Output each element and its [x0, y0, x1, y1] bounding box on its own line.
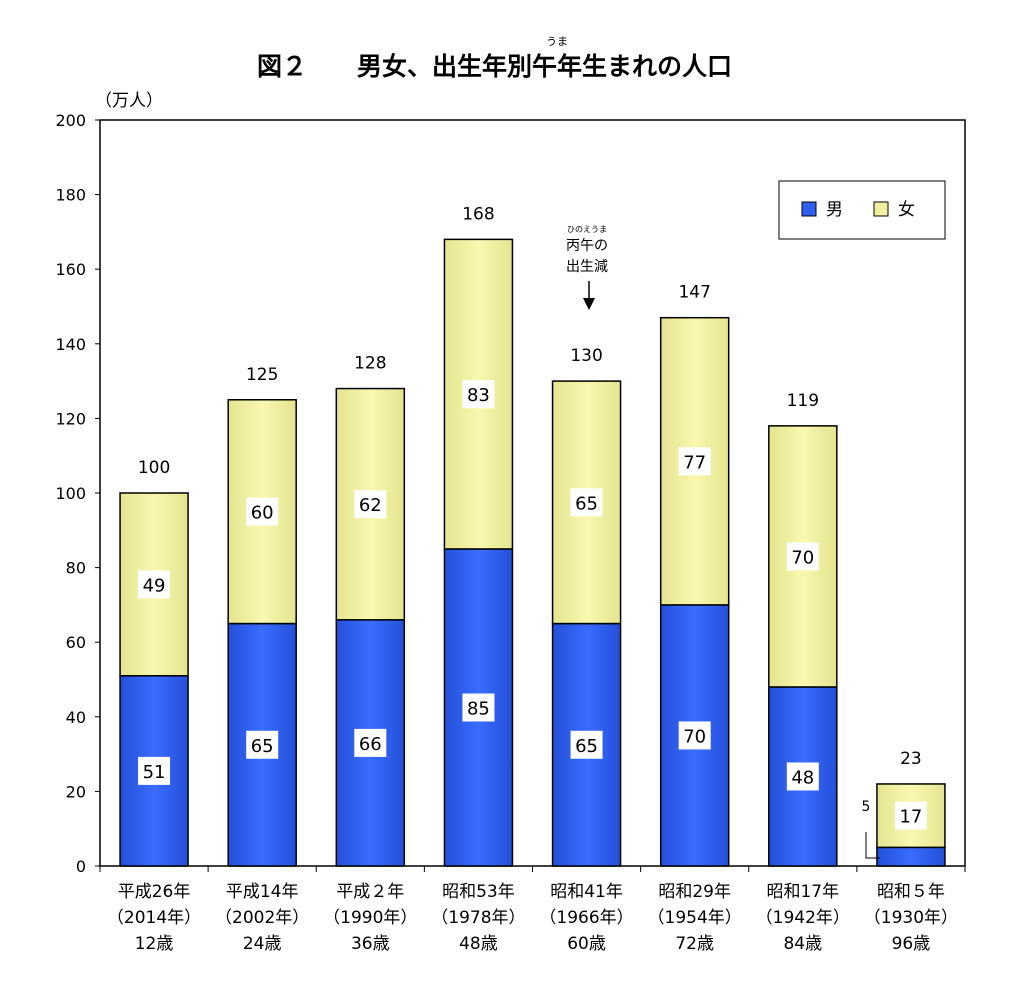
total-label: 168 [462, 204, 494, 224]
data-label-female: 62 [359, 495, 382, 516]
y-tick-label: 140 [55, 335, 86, 354]
x-tick-label: （1990年） [323, 908, 417, 928]
y-tick-label: 60 [66, 633, 86, 652]
annotation-hinoeuma: ひのえうま 丙午の 出生減 [566, 225, 608, 310]
legend-swatch-female [873, 201, 889, 217]
data-label-male: 65 [575, 736, 598, 757]
data-label-bg [570, 488, 603, 517]
data-label-bg [246, 497, 279, 526]
annotation-arrow-head [583, 298, 595, 310]
x-tick-label: 昭和53年 [442, 882, 515, 902]
x-tick-label: 昭和５年 [877, 882, 945, 902]
data-label-female: 60 [251, 503, 274, 524]
x-tick-label: （1966年） [539, 908, 633, 928]
data-label-bg [786, 762, 819, 791]
data-label-bg [462, 380, 495, 409]
annotation-ruby: ひのえうま [567, 225, 607, 234]
x-tick-label: 昭和41年 [550, 882, 623, 902]
legend-label-female: 女 [898, 200, 915, 220]
data-label-male: 48 [791, 767, 814, 788]
y-tick-label: 40 [66, 708, 86, 727]
bar-female [443, 238, 514, 550]
data-label-male: 65 [251, 736, 274, 757]
y-tick-label: 100 [55, 484, 86, 503]
data-label-male: 85 [467, 698, 490, 719]
x-tick-label: 60歳 [567, 934, 606, 954]
data-label-female: 49 [143, 575, 166, 596]
x-tick-label: （1930年） [864, 908, 958, 928]
x-tick-label: （1954年） [648, 908, 742, 928]
x-tick-label: （1942年） [756, 908, 850, 928]
y-tick-label: 20 [66, 782, 86, 801]
data-label-male: 70 [683, 726, 706, 747]
total-label: 130 [570, 346, 602, 366]
y-tick-label: 180 [55, 186, 86, 205]
x-tick-label: （2002年） [215, 908, 309, 928]
x-tick-label: 36歳 [351, 934, 390, 954]
total-label: 100 [138, 458, 170, 478]
x-tick-label: 昭和29年 [658, 882, 731, 902]
data-label-male: 51 [143, 762, 166, 783]
y-axis-label: （万人） [95, 91, 163, 111]
x-tick-label: 24歳 [243, 934, 282, 954]
x-tick-label: 昭和17年 [766, 882, 839, 902]
y-tick-label: 80 [66, 559, 86, 578]
legend-label-male: 男 [826, 200, 843, 220]
total-label: 23 [900, 749, 922, 769]
data-label-bg [354, 728, 387, 757]
small-value-callout: 5 [862, 799, 880, 859]
x-tick-label: 平成14年 [226, 882, 299, 902]
total-label: 128 [354, 354, 386, 374]
legend: 男 女 [778, 180, 946, 240]
total-label: 119 [787, 391, 819, 411]
chart-title-ruby: うま [546, 35, 568, 48]
data-label-bg [894, 801, 927, 830]
data-label-bg [246, 730, 279, 759]
data-label-bg [570, 730, 603, 759]
data-label-female: 77 [683, 452, 706, 473]
data-label-bg [786, 542, 819, 571]
callout-label-male-1930: 5 [862, 799, 871, 815]
data-label-female: 83 [467, 385, 490, 406]
data-label-bg [678, 447, 711, 476]
callout-leader [865, 832, 880, 859]
x-tick-label: （2014年） [107, 908, 201, 928]
total-label: 125 [246, 365, 278, 385]
x-tick-label: 96歳 [892, 934, 931, 954]
data-label-female: 65 [575, 493, 598, 514]
data-label-male: 66 [359, 734, 382, 755]
x-tick-label: 平成26年 [118, 882, 191, 902]
data-label-female: 17 [899, 807, 922, 828]
y-tick-label: 160 [55, 260, 86, 279]
x-tick-label: 48歳 [459, 934, 498, 954]
data-label-bg [138, 570, 171, 599]
y-tick-label: 120 [55, 409, 86, 428]
data-label-female: 70 [791, 547, 814, 568]
data-label-bg [138, 756, 171, 785]
x-tick-label: 72歳 [675, 934, 714, 954]
y-tick-label: 200 [55, 111, 86, 130]
total-label: 147 [678, 283, 710, 303]
data-label-bg [354, 490, 387, 519]
x-tick-label: 12歳 [135, 934, 174, 954]
bar-male [876, 846, 946, 867]
chart-title: 図２ 男女、出生年別午年生まれの人口 [257, 52, 732, 81]
legend-swatch-male [801, 201, 817, 217]
x-tick-label: （1978年） [431, 908, 525, 928]
x-tick-label: 平成２年 [336, 882, 404, 902]
data-label-bg [462, 693, 495, 722]
x-tick-label: 84歳 [783, 934, 822, 954]
data-label-bg [678, 721, 711, 750]
y-tick-label: 0 [76, 857, 86, 876]
annotation-line-1: 丙午の [566, 238, 608, 254]
annotation-line-2: 出生減 [566, 258, 608, 275]
